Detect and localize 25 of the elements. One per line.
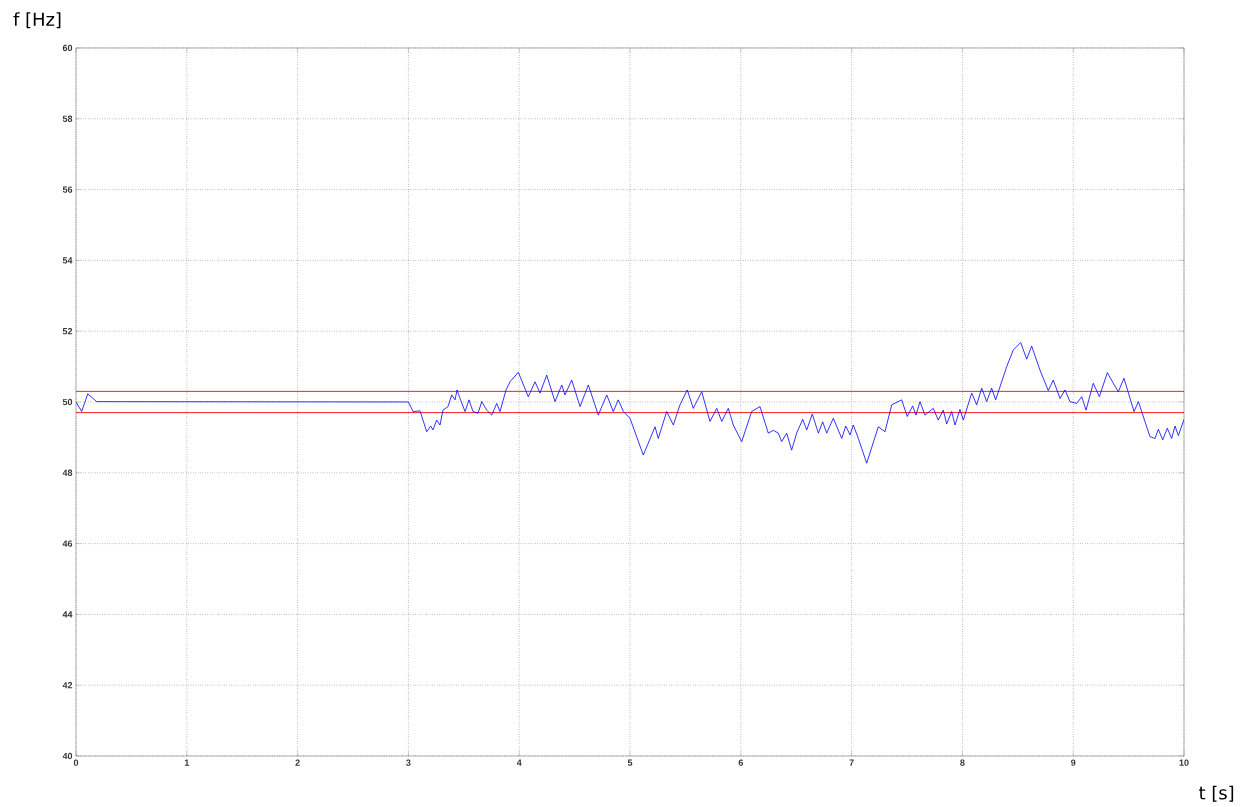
y-tick-label: 58: [62, 115, 73, 122]
y-axis-title: f [Hz]: [13, 12, 61, 29]
x-tick-label: 3: [406, 759, 411, 766]
x-tick-label: 5: [627, 759, 633, 766]
y-tick-label: 60: [62, 44, 73, 52]
x-tick-label: 9: [1071, 759, 1076, 766]
x-tick-label: 6: [738, 759, 743, 766]
y-tick-label: 40: [62, 752, 73, 760]
x-tick-label: 10: [1179, 759, 1189, 766]
y-tick-label: 46: [62, 540, 73, 547]
x-tick-label: 0: [73, 759, 79, 766]
x-tick-label: 7: [849, 759, 854, 766]
x-tick-label: 2: [295, 759, 300, 766]
y-tick-label: 56: [62, 186, 73, 193]
y-tick-label: 48: [62, 469, 73, 476]
x-tick-label: 8: [960, 759, 965, 766]
y-tick-label: 44: [62, 611, 73, 618]
x-axis-title: t [s]: [1199, 785, 1234, 802]
x-tick-label: 1: [184, 759, 190, 766]
y-tick-label: 42: [62, 682, 73, 689]
line-series: [76, 342, 1185, 464]
y-tick-label: 52: [62, 328, 73, 335]
y-tick-label: 54: [62, 257, 73, 264]
x-tick-label: 4: [516, 759, 522, 766]
y-tick-label: 50: [62, 398, 73, 406]
